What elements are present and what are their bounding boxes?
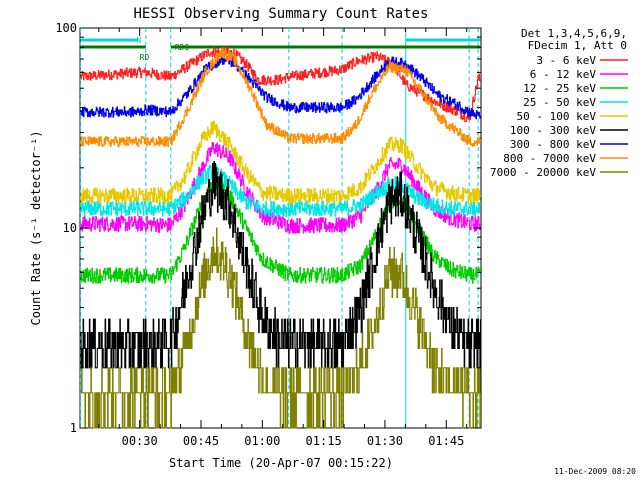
legend-label: 50 - 100 keV: [517, 110, 597, 123]
x-tick-label: 00:45: [183, 434, 219, 448]
footer-timestamp: 11-Dec-2009 08:20: [554, 467, 636, 476]
series-line-6: [80, 160, 481, 369]
x-tick-label: 01:30: [367, 434, 403, 448]
chart-title: HESSI Observing Summary Count Rates: [133, 6, 428, 22]
y-tick-label: 1: [70, 421, 77, 435]
legend-label: 100 - 300 keV: [510, 124, 596, 137]
series-line-4: [80, 163, 481, 217]
series-line-7: [80, 54, 481, 120]
legend-label: 3 - 6 keV: [536, 54, 596, 67]
x-tick-label: 01:15: [306, 434, 342, 448]
legend-label: 7000 - 20000 keV: [490, 166, 596, 179]
annotation-n: N: [136, 36, 141, 45]
series-line-9: [80, 227, 481, 429]
annotation-rd: RD: [140, 53, 150, 62]
series-line-2: [80, 142, 481, 234]
legend-header-line: FDecim 1, Att 0: [528, 39, 627, 52]
series-line-1: [80, 46, 481, 123]
x-tick-label: 00:30: [122, 434, 158, 448]
x-axis-label: Start Time (20-Apr-07 00:15:22): [169, 456, 393, 470]
y-tick-label: 10: [63, 221, 77, 235]
legend: Det 1,3,4,5,6,9,FDecim 1, Att 0 3 - 6 keV…: [490, 27, 628, 179]
annotation-rd0: RD0: [175, 43, 190, 52]
series-line-8: [80, 47, 481, 148]
legend-label: 6 - 12 keV: [530, 68, 597, 81]
y-tick-label: 100: [55, 21, 77, 35]
series-line-5: [80, 120, 481, 205]
x-tick-label: 01:00: [244, 434, 280, 448]
y-axis-label: Count Rate (s⁻¹ detector⁻¹): [29, 130, 43, 325]
legend-label: 800 - 7000 keV: [503, 152, 596, 165]
legend-header-line: Det 1,3,4,5,6,9,: [521, 27, 627, 40]
x-tick-label: 01:45: [428, 434, 464, 448]
legend-label: 25 - 50 keV: [523, 96, 596, 109]
legend-label: 12 - 25 keV: [523, 82, 596, 95]
legend-label: 300 - 800 keV: [510, 138, 596, 151]
